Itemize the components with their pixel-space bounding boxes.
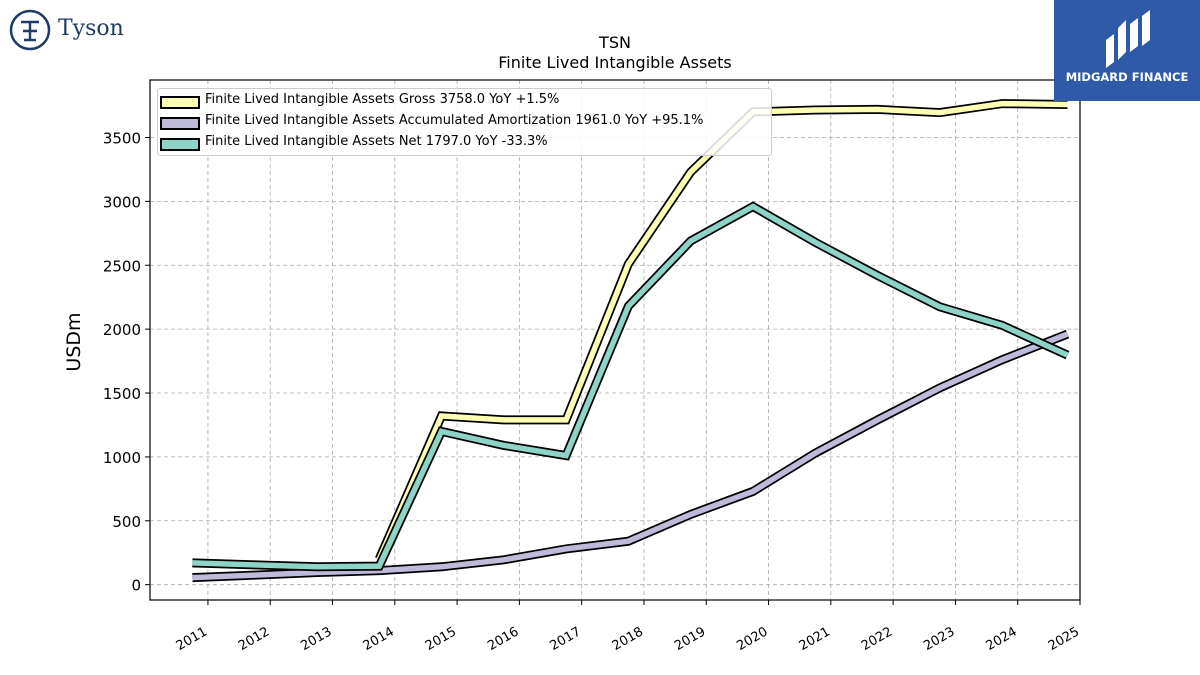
legend-label-net: Finite Lived Intangible Assets Net 1797.… [205,134,548,149]
y-tick-label: 1000 [103,449,141,467]
midgard-logo-text: MIDGARD FINANCE [1065,70,1189,84]
x-tick-label: 2016 [485,624,521,654]
x-tick-label: 2018 [610,624,646,654]
x-tick-label: 2021 [797,624,833,654]
x-tick-label: 2011 [174,624,210,654]
x-tick-label: 2012 [236,624,272,654]
y-tick-label: 3500 [103,129,141,147]
x-tick-label: 2019 [672,624,708,654]
y-tick-label: 500 [112,513,141,531]
x-tick-label: 2017 [548,624,584,654]
series-line-1 [192,331,1069,581]
chart-title: TSN [598,33,631,52]
chart-subtitle: Finite Lived Intangible Assets [498,53,731,72]
chart-legend: Finite Lived Intangible Assets Gross 375… [157,88,772,156]
y-tick-label: 3000 [103,193,141,211]
y-tick-label: 2500 [103,257,141,275]
legend-swatch-amortization [160,117,200,130]
y-axis-label: USDm [63,312,85,371]
series-line-2 [192,203,1069,570]
legend-label-amortization: Finite Lived Intangible Assets Accumulat… [205,113,704,128]
series-line-0 [376,100,1068,561]
legend-swatch-gross [160,96,200,109]
x-tick-label: 2013 [298,624,334,654]
legend-item-gross: Finite Lived Intangible Assets Gross 375… [160,92,768,112]
x-tick-label: 2020 [734,624,770,654]
y-tick-label: 1500 [103,385,141,403]
x-tick-label: 2015 [423,624,459,654]
tyson-logo-text: Tyson [58,16,124,41]
series-layer [192,99,1070,583]
legend-swatch-net [160,138,200,151]
tyson-logo [8,8,143,52]
x-tick-label: 2025 [1046,624,1082,654]
legend-item-net: Finite Lived Intangible Assets Net 1797.… [160,134,768,154]
tyson-emblem-icon [9,9,51,51]
series-outline-0 [375,99,1068,561]
legend-label-gross: Finite Lived Intangible Assets Gross 375… [205,92,560,107]
midgard-finance-logo: MIDGARD FINANCE [1054,0,1200,101]
x-axis: 2011 2012 2013 2014 2015 2016 2017 2018 2019 2020… [174,600,1082,654]
x-tick-label: 2022 [859,624,895,654]
legend-item-amortization: Finite Lived Intangible Assets Accumulat… [160,113,768,133]
plot-frame [149,79,1081,601]
x-tick-label: 2023 [921,624,957,654]
y-tick-label: 2000 [103,321,141,339]
midgard-emblem-icon [1106,10,1150,68]
y-tick-label: 0 [131,577,141,595]
y-axis: 0 500 1000 1500 2000 2500 3000 3500 [103,129,150,595]
x-tick-label: 2014 [361,624,397,654]
x-tick-label: 2024 [984,624,1020,654]
